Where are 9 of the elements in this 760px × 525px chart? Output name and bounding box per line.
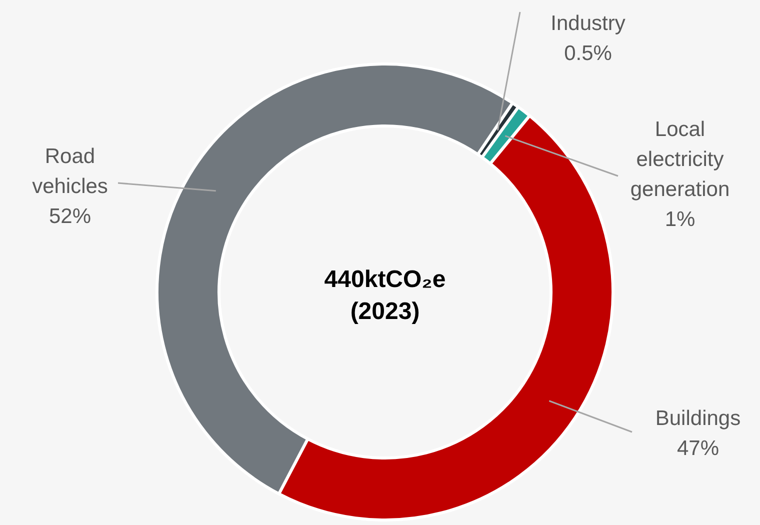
text: 440ktCO₂e (2023)	[324, 266, 446, 325]
slice-label: Local electricity generation	[630, 118, 730, 201]
data-label: 52%	[48, 205, 92, 228]
data-label: 1%	[664, 208, 696, 231]
data-label: 0.5%	[564, 42, 612, 65]
slice-label: Buildings	[655, 407, 741, 430]
slice-label: Industry	[550, 12, 626, 35]
slice-label: Road vehicles	[32, 145, 108, 198]
data-label: 47%	[676, 437, 720, 460]
